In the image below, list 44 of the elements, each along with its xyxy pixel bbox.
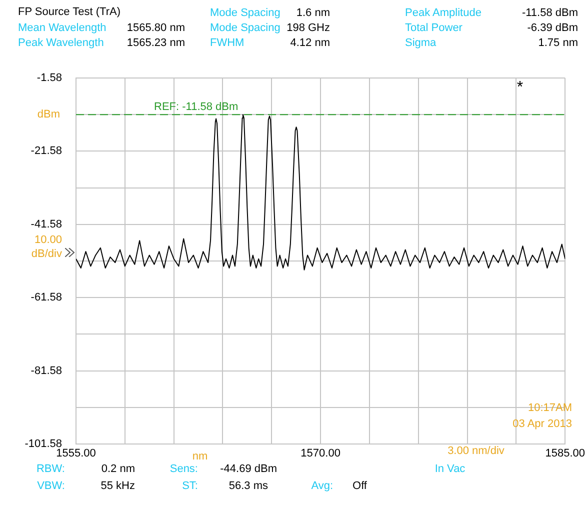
text: 56.3 ms bbox=[228, 479, 268, 493]
text: 1.6 nm bbox=[296, 6, 330, 20]
annotation: 03 Apr 2013 bbox=[512, 417, 572, 431]
text: FWHM bbox=[210, 36, 244, 50]
y-tick-label: -41.58 bbox=[30, 218, 62, 230]
text: Total Power bbox=[405, 21, 462, 35]
y-tick-label: -81.58 bbox=[30, 364, 62, 377]
text: VBW: bbox=[37, 479, 65, 493]
x-axis-title: nm bbox=[192, 450, 208, 463]
text: 10.00 dB/div bbox=[30, 233, 62, 261]
x-tick-label: 1585.00 bbox=[545, 448, 585, 460]
text: In Vac bbox=[434, 462, 466, 476]
chart-title: FP Source Test (TrA) bbox=[18, 6, 120, 18]
text: Sens: bbox=[170, 462, 198, 476]
text: 1.75 nm bbox=[538, 36, 578, 50]
text: 0.2 nm bbox=[101, 462, 135, 476]
x-tick-label: 1570.00 bbox=[300, 448, 340, 460]
text: Peak Amplitude bbox=[405, 6, 482, 20]
text: ST: bbox=[182, 479, 198, 493]
text: 1565.23 nm bbox=[126, 36, 185, 50]
text: -11.58 dBm bbox=[522, 6, 578, 20]
y-tick-label: -21.58 bbox=[30, 145, 62, 158]
text: 1565.80 nm bbox=[126, 21, 185, 35]
text: Peak Wavelength bbox=[18, 36, 104, 50]
x-tick-label: 1555.00 bbox=[56, 448, 96, 460]
y-tick-label: -1.58 bbox=[36, 72, 62, 84]
text: 3.00 nm/div bbox=[448, 444, 504, 458]
text: Mode Spacing bbox=[210, 6, 280, 20]
text: 198 GHz bbox=[286, 21, 330, 35]
text: -6.39 dBm bbox=[527, 21, 578, 35]
text: Mean Wavelength bbox=[18, 21, 106, 35]
text: -44.69 dBm bbox=[220, 462, 277, 476]
text: Sigma bbox=[405, 36, 436, 50]
annotation: 10:17AM bbox=[528, 401, 572, 415]
annotation: * bbox=[516, 79, 524, 96]
text: 4.12 nm bbox=[290, 36, 330, 50]
y-tick-label: -61.58 bbox=[30, 292, 62, 304]
text: 55 kHz bbox=[100, 479, 135, 493]
text: RBW: bbox=[36, 462, 65, 476]
y-axis-title: dBm bbox=[37, 108, 60, 121]
text: Off bbox=[352, 479, 367, 493]
ref-line-label: REF: -11.58 dBm bbox=[154, 101, 238, 114]
text: Mode Spacing bbox=[210, 21, 280, 35]
text: Avg: bbox=[311, 479, 333, 493]
